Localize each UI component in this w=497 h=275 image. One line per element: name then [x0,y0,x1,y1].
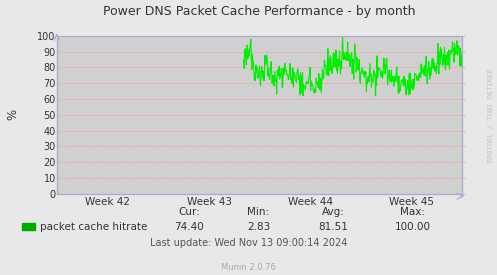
Text: Munin 2.0.76: Munin 2.0.76 [221,263,276,272]
Text: 74.40: 74.40 [174,222,204,232]
Text: packet cache hitrate: packet cache hitrate [40,222,147,232]
Text: 100.00: 100.00 [395,222,430,232]
Text: %: % [6,109,19,120]
Text: RRDTOOL / TOBI OETIKER: RRDTOOL / TOBI OETIKER [488,68,494,162]
Text: Min:: Min: [248,207,269,217]
Text: Avg:: Avg: [322,207,344,217]
Text: Power DNS Packet Cache Performance - by month: Power DNS Packet Cache Performance - by … [103,5,416,18]
Text: 2.83: 2.83 [247,222,270,232]
Text: Max:: Max: [400,207,425,217]
Text: Last update: Wed Nov 13 09:00:14 2024: Last update: Wed Nov 13 09:00:14 2024 [150,238,347,248]
Text: 81.51: 81.51 [318,222,348,232]
Text: Cur:: Cur: [178,207,200,217]
